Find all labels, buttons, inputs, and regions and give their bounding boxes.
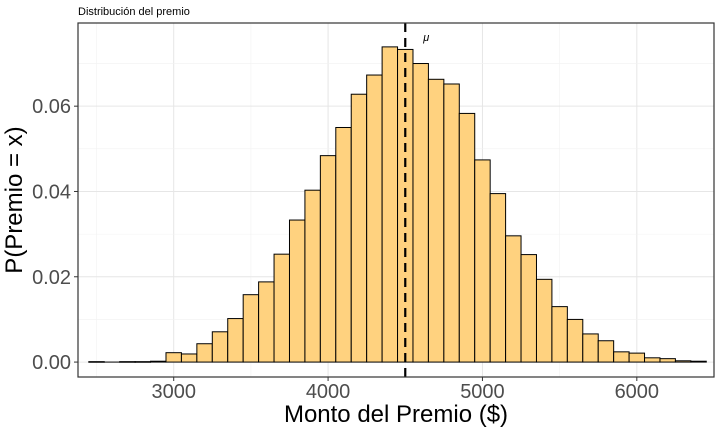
y-tick-label: 0.06 (32, 96, 71, 118)
x-axis: 3000 4000 5000 6000 (151, 377, 659, 403)
y-axis-title: P(Premio = x) (1, 126, 28, 273)
histogram-bar (690, 360, 707, 363)
histogram-bar (227, 318, 244, 363)
histogram-bars (88, 46, 707, 363)
histogram-bar (505, 235, 522, 363)
histogram-bar (366, 74, 383, 363)
histogram-bar (566, 318, 584, 363)
histogram-bar (597, 340, 615, 363)
histogram-bar (427, 78, 445, 363)
histogram-bar (535, 278, 553, 363)
histogram-bar (381, 46, 399, 363)
histogram-bar (458, 112, 476, 363)
histogram-bar (288, 219, 306, 363)
histogram-bar (180, 353, 198, 363)
y-tick-label: 0.04 (32, 181, 71, 203)
histogram-bar (644, 357, 661, 363)
histogram-bar (582, 333, 599, 363)
histogram-bar (304, 189, 321, 363)
x-tick-label: 6000 (615, 381, 660, 403)
histogram-bar (196, 343, 213, 363)
histogram-bar (628, 352, 646, 363)
histogram-bar (674, 360, 692, 363)
histogram-bar (258, 281, 275, 363)
histogram-bar (150, 360, 167, 363)
x-axis-title: Monto del Premio ($) (284, 401, 508, 428)
histogram-bar (520, 254, 537, 363)
histogram-bar (134, 361, 152, 363)
histogram-bar (273, 253, 290, 363)
x-tick-label: 5000 (460, 381, 505, 403)
y-tick-label: 0.02 (32, 267, 71, 289)
histogram-bar (350, 93, 368, 363)
mean-label: μ (422, 32, 429, 44)
histogram-bar (165, 352, 182, 363)
histogram-bar (474, 159, 491, 363)
mean-marker: μ (404, 23, 429, 377)
chart-title: Distribución del premio (78, 6, 190, 18)
histogram-bar (659, 358, 676, 363)
histogram-bar (551, 306, 568, 363)
panel-border (77, 22, 715, 378)
histogram-bar (119, 361, 136, 363)
histogram-bar (489, 193, 507, 363)
x-tick-label: 4000 (306, 381, 351, 403)
histogram-bar (319, 155, 337, 363)
histogram-bar (335, 126, 352, 363)
y-tick-label: 0.00 (32, 352, 71, 374)
histogram-bar (443, 83, 460, 363)
histogram-bar (613, 351, 630, 363)
histogram-bar (88, 361, 105, 363)
histogram-bar (242, 294, 260, 363)
histogram-bar (211, 331, 229, 363)
x-tick-label: 3000 (151, 381, 196, 403)
y-axis: 0.00 0.02 0.04 0.06 (32, 96, 78, 374)
histogram-bar (412, 63, 429, 363)
